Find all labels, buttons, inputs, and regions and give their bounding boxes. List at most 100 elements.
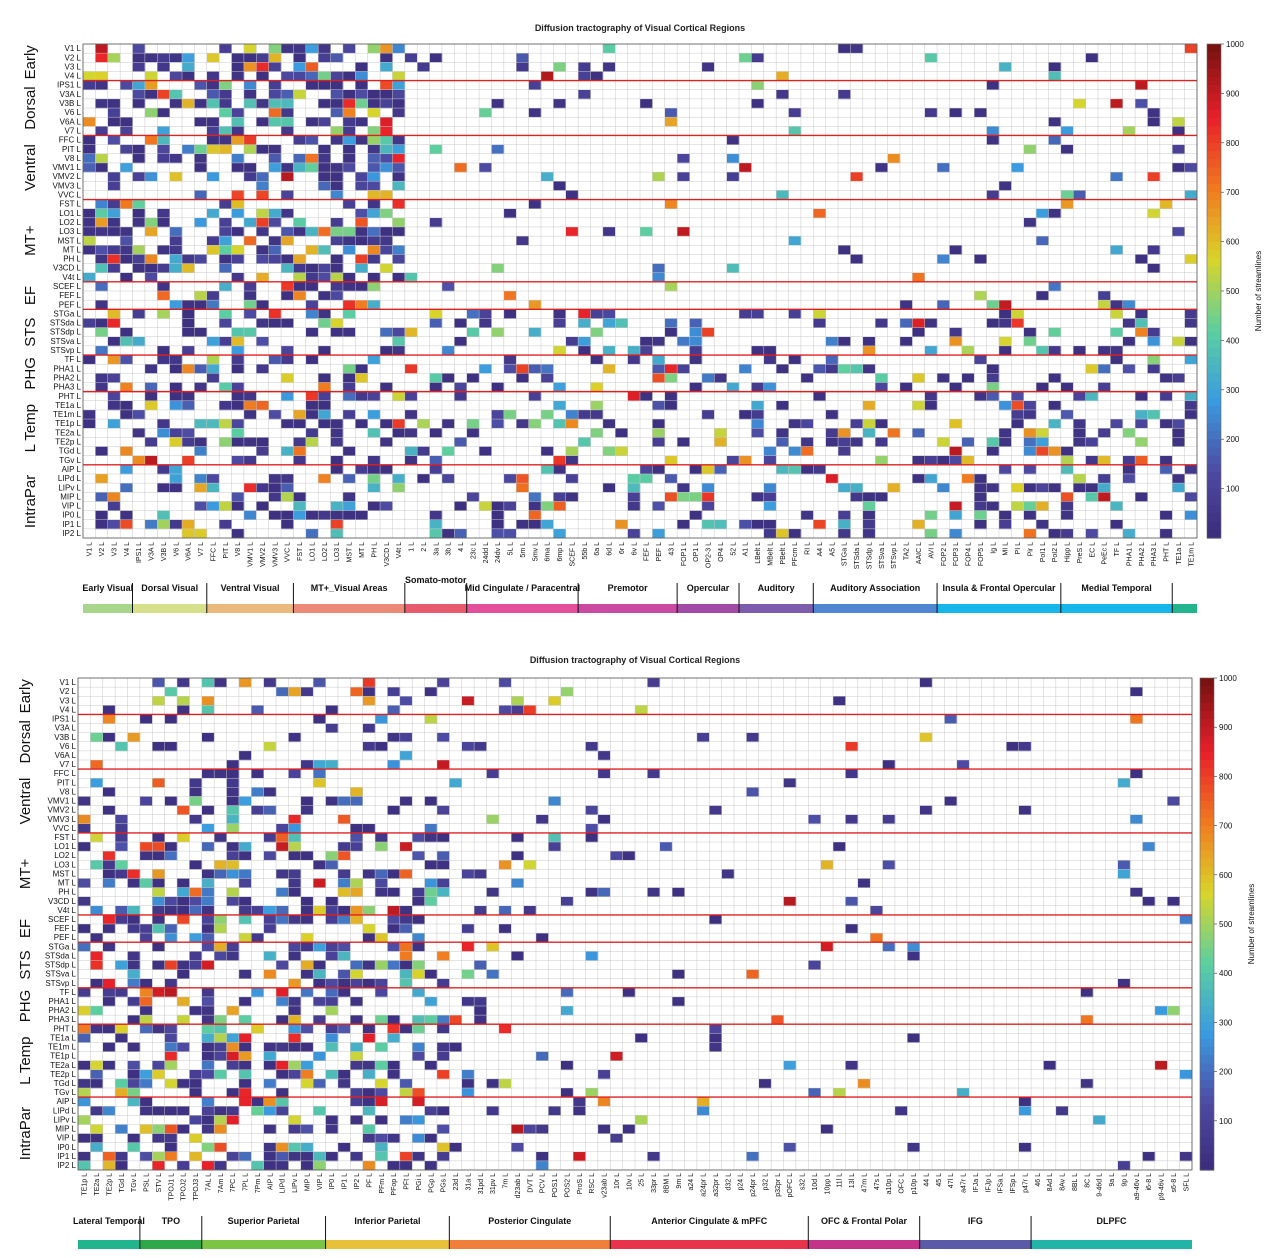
- heatmap-cell: [813, 391, 826, 402]
- heatmap-cell: [1060, 409, 1074, 420]
- colorbar-segment: [1207, 299, 1221, 309]
- heatmap-cell: [132, 172, 146, 182]
- heatmap-cell: [1085, 528, 1099, 539]
- heatmap-cell: [998, 345, 1012, 356]
- heatmap-cell: [231, 327, 245, 338]
- heatmap-cell: [454, 528, 468, 539]
- heatmap-cell: [214, 914, 227, 925]
- heatmap-cell: [226, 951, 240, 961]
- heatmap-cell: [412, 1024, 425, 1034]
- heatmap-cell: [90, 933, 104, 943]
- heatmap-cell: [231, 345, 245, 356]
- heatmap-cell: [268, 318, 282, 328]
- heatmap-cell: [169, 437, 183, 447]
- column-label: MBelt L: [767, 542, 774, 566]
- colorbar-tick-label: 800: [1219, 772, 1233, 781]
- heatmap-cell: [139, 1078, 153, 1089]
- heatmap-cell: [627, 501, 641, 511]
- heatmap-cell: [318, 144, 331, 155]
- heatmap-cell: [701, 62, 715, 72]
- heatmap-cell: [578, 345, 591, 356]
- heatmap-cell: [313, 905, 326, 916]
- colorbar-segment: [1200, 1014, 1214, 1023]
- heatmap-cell: [337, 905, 351, 916]
- heatmap-cell: [479, 162, 492, 173]
- heatmap-cell: [1159, 419, 1173, 429]
- heatmap-cell: [342, 162, 356, 173]
- heatmap-cell: [132, 62, 146, 72]
- row-label: AIP L: [57, 1097, 77, 1106]
- heatmap-cell: [788, 108, 802, 118]
- colorbar-segment: [1207, 101, 1221, 111]
- colorbar-tick-label: 200: [1226, 435, 1240, 444]
- heatmap-cell: [998, 437, 1012, 447]
- heatmap-cell: [342, 446, 356, 456]
- heatmap-cell: [375, 1088, 388, 1098]
- heatmap-cell: [182, 144, 195, 155]
- heatmap-cell: [788, 528, 802, 539]
- heatmap-cell: [862, 345, 876, 356]
- heatmap-cell: [342, 108, 356, 118]
- heatmap-cell: [238, 796, 252, 806]
- heatmap-cell: [226, 869, 240, 879]
- heatmap-cell: [350, 969, 363, 979]
- heatmap-cell: [132, 336, 146, 347]
- heatmap-cell: [739, 309, 752, 319]
- heatmap-cell: [949, 446, 963, 456]
- heatmap-cell: [838, 44, 851, 54]
- colorbar-segment: [1200, 924, 1214, 933]
- heatmap-cell: [189, 1151, 203, 1162]
- row-group-label: PHG: [17, 990, 34, 1023]
- heatmap-cell: [986, 318, 1000, 328]
- heatmap-cell: [152, 696, 165, 706]
- heatmap-cell: [399, 978, 413, 989]
- heatmap-cell: [441, 281, 455, 292]
- heatmap-cell: [102, 787, 116, 797]
- heatmap-cell: [392, 89, 406, 100]
- heatmap-cell: [491, 144, 505, 155]
- heatmap-cell: [95, 199, 109, 209]
- heatmap-cell: [1073, 419, 1086, 429]
- heatmap-cell: [1060, 446, 1074, 456]
- heatmap-cell: [813, 519, 826, 530]
- heatmap-cell: [986, 364, 1000, 374]
- heatmap-cell: [424, 887, 438, 897]
- column-label: 8Av L: [1060, 1173, 1067, 1191]
- heatmap-cell: [293, 501, 307, 511]
- heatmap-cell: [194, 190, 208, 200]
- heatmap-cell: [350, 887, 363, 897]
- heatmap-cell: [1184, 464, 1198, 475]
- heatmap-cell: [1048, 62, 1062, 72]
- row-label: V8 L: [65, 154, 82, 163]
- heatmap-cell: [399, 1151, 413, 1162]
- heatmap-cell: [226, 887, 240, 897]
- heatmap-cell: [268, 236, 282, 246]
- colorbar-segment: [1207, 233, 1221, 243]
- colorbar-segment: [1200, 719, 1214, 728]
- heatmap-cell: [597, 814, 611, 825]
- heatmap-cell: [986, 437, 1000, 447]
- heatmap-cell: [845, 924, 859, 934]
- row-label: LIPv L: [58, 483, 81, 492]
- heatmap-cell: [139, 1006, 153, 1016]
- heatmap-panel-2: Diffusion tractography of Visual Cortica…: [17, 655, 1256, 1249]
- heatmap-cell: [1060, 510, 1074, 521]
- heatmap-cell: [862, 501, 876, 511]
- heatmap-cell: [330, 108, 344, 118]
- heatmap-cell: [182, 300, 195, 310]
- heatmap-cell: [548, 696, 562, 706]
- heatmap-cell: [714, 519, 727, 530]
- heatmap-cell: [201, 924, 215, 934]
- heatmap-cell: [276, 1142, 289, 1153]
- heatmap-cell: [313, 978, 326, 989]
- heatmap-cell: [560, 1006, 574, 1016]
- heatmap-cell: [367, 126, 381, 136]
- heatmap-cell: [182, 428, 195, 438]
- heatmap-cell: [164, 933, 178, 943]
- row-label: V4 L: [65, 72, 82, 81]
- category-label: Dorsal Visual: [141, 583, 198, 593]
- heatmap-cell: [231, 437, 245, 447]
- heatmap-cell: [367, 455, 381, 466]
- heatmap-cell: [342, 89, 356, 100]
- heatmap-cell: [127, 1078, 141, 1089]
